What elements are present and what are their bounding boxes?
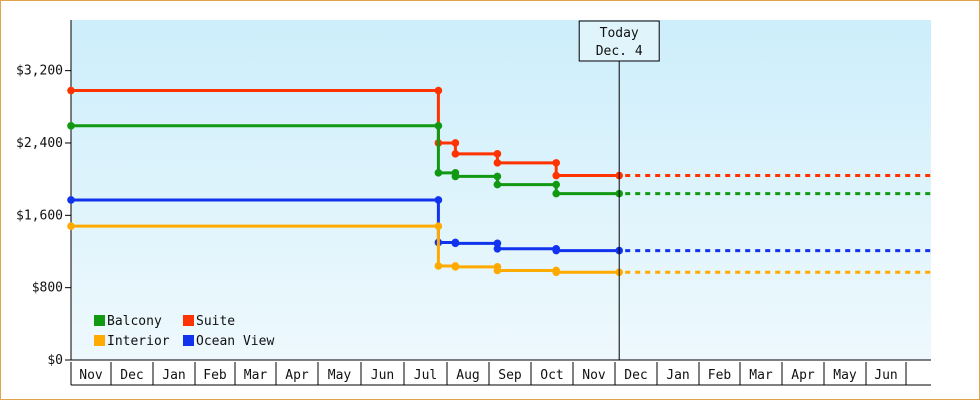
x-tick-label: Dec	[624, 368, 647, 383]
legend-label: Balcony	[107, 314, 162, 329]
data-point	[493, 266, 502, 275]
y-tick-label: $800	[32, 281, 63, 296]
data-point	[434, 86, 443, 95]
legend-label: Interior	[107, 334, 170, 349]
x-tick-label: Feb	[708, 368, 732, 383]
legend-label: Ocean View	[196, 334, 274, 349]
data-point	[67, 121, 75, 130]
x-tick-label: Jul	[414, 368, 437, 383]
data-point	[552, 159, 560, 167]
y-tick-label: $1,600	[16, 208, 63, 223]
data-point	[434, 169, 443, 177]
series-line	[71, 89, 620, 178]
x-tick-label: Aug	[456, 368, 479, 383]
data-point	[493, 244, 502, 253]
data-point	[552, 189, 560, 198]
data-point	[434, 196, 443, 204]
x-tick-label: May	[833, 368, 857, 383]
data-point	[552, 268, 560, 277]
series-line	[71, 124, 620, 196]
x-tick-label: Dec	[120, 368, 143, 383]
x-tick-label: Feb	[203, 368, 227, 383]
data-point	[493, 159, 502, 167]
data-point	[67, 86, 75, 95]
data-point	[434, 222, 443, 230]
y-tick-label: $2,400	[16, 136, 63, 151]
data-point	[493, 150, 502, 158]
data-point	[451, 150, 460, 158]
x-tick-label: Apr	[791, 368, 815, 383]
data-point	[552, 246, 560, 255]
plot-background	[71, 20, 931, 360]
x-tick-label: Nov	[79, 368, 103, 383]
data-point	[451, 139, 460, 147]
y-tick-label: $0	[47, 353, 63, 368]
x-tick-label: Jun	[874, 368, 897, 383]
x-tick-label: Jan	[162, 368, 185, 383]
x-tick-label: Sep	[498, 368, 522, 383]
today-box	[578, 20, 660, 62]
data-point	[67, 222, 75, 230]
data-point	[451, 239, 460, 248]
x-tick-label: May	[328, 368, 352, 383]
today-date: Dec. 4	[596, 44, 643, 59]
data-point	[493, 180, 502, 189]
data-point	[552, 180, 560, 189]
legend-swatch	[183, 335, 194, 346]
today-label: Today	[600, 26, 639, 41]
legend-label: Suite	[196, 314, 235, 329]
data-point	[434, 121, 443, 130]
data-point	[434, 262, 443, 270]
x-tick-label: Jun	[371, 368, 394, 383]
x-tick-label: Jan	[666, 368, 689, 383]
legend-swatch	[183, 315, 194, 326]
x-tick-label: Apr	[285, 368, 309, 383]
data-point	[67, 196, 75, 204]
data-point	[493, 172, 502, 181]
data-point	[493, 239, 502, 248]
legend-swatch	[94, 335, 105, 346]
x-tick-label: Mar	[749, 368, 773, 383]
data-point	[451, 172, 460, 181]
x-tick-label: Mar	[244, 368, 268, 383]
x-tick-label: Nov	[582, 368, 606, 383]
legend-swatch	[94, 315, 105, 326]
y-tick-label: $3,200	[16, 64, 63, 79]
data-point	[552, 171, 560, 180]
data-point	[451, 263, 460, 271]
x-tick-label: Oct	[540, 368, 563, 383]
